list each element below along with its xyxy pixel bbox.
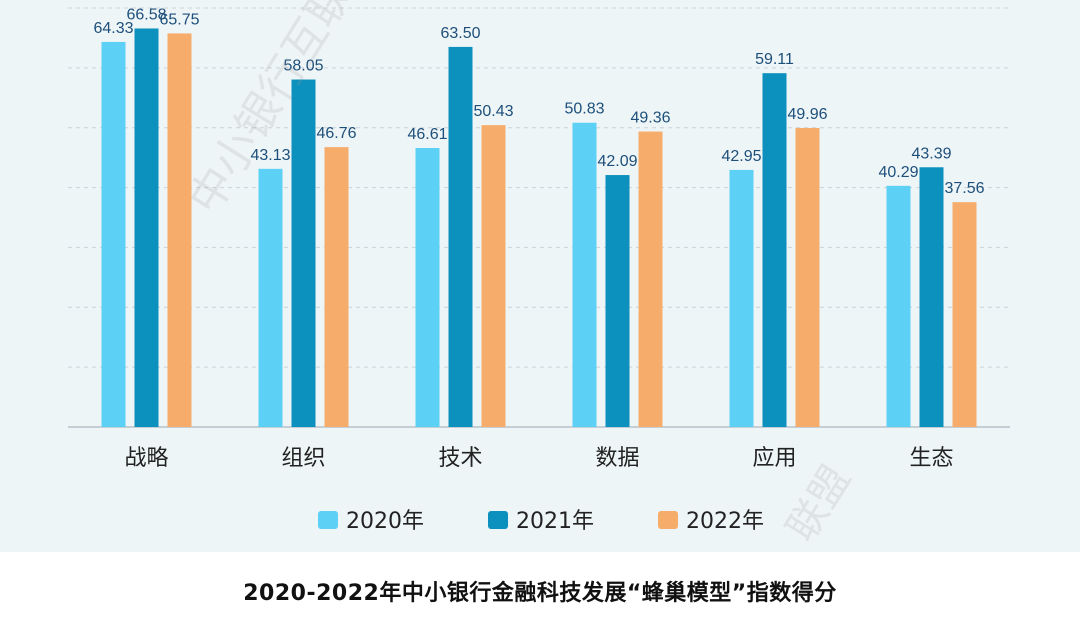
data-label-5-1: 43.39 xyxy=(911,145,951,162)
x-tick-label: 战略 xyxy=(124,446,168,471)
bar-2-0 xyxy=(415,148,440,427)
x-tick-label: 数据 xyxy=(595,446,639,471)
bar-3-0 xyxy=(572,122,597,427)
x-tick-label: 应用 xyxy=(752,446,796,471)
bar-4-2 xyxy=(795,127,820,428)
data-label-0-2: 65.75 xyxy=(159,11,199,28)
data-label-3-1: 42.09 xyxy=(597,153,637,170)
bar-5-1 xyxy=(919,167,944,428)
data-label-2-1: 63.50 xyxy=(440,25,480,42)
data-label-4-0: 42.95 xyxy=(721,148,761,165)
x-tick-label: 组织 xyxy=(281,446,325,471)
bar-4-0 xyxy=(729,169,754,427)
bar-1-2 xyxy=(324,147,349,427)
bar-1-0 xyxy=(258,168,283,428)
bar-2-1 xyxy=(448,46,473,428)
bar-0-1 xyxy=(134,28,159,428)
data-label-0-0: 64.33 xyxy=(93,20,133,37)
legend-label-1: 2021年 xyxy=(516,509,594,534)
chart-title-text: 2020-2022年中小银行金融科技发展“蜂巢模型”指数得分 xyxy=(243,581,837,606)
data-label-4-2: 49.96 xyxy=(787,106,827,123)
legend-swatch-0 xyxy=(318,511,338,529)
data-label-5-0: 40.29 xyxy=(878,164,918,181)
bar-1-1 xyxy=(291,79,316,427)
bar-4-1 xyxy=(762,73,787,428)
bar-5-0 xyxy=(886,185,911,427)
data-label-2-0: 46.61 xyxy=(407,126,447,143)
data-label-1-0: 43.13 xyxy=(250,147,290,164)
bar-0-0 xyxy=(101,41,126,428)
data-label-5-2: 37.56 xyxy=(944,180,984,197)
chart-title: 2020-2022年中小银行金融科技发展“蜂巢模型”指数得分 xyxy=(0,552,1080,630)
data-label-1-1: 58.05 xyxy=(283,58,323,75)
x-tick-label: 生态 xyxy=(909,446,953,471)
data-label-1-2: 46.76 xyxy=(316,125,356,142)
chart-panel: 64.33 66.58 65.75 战略 43.13 58.05 46.76 组织 46.61 6… xyxy=(0,0,1080,552)
data-label-2-2: 50.43 xyxy=(473,103,513,120)
legend-label-2: 2022年 xyxy=(686,509,764,534)
data-label-4-1: 59.11 xyxy=(755,51,794,68)
bar-3-2 xyxy=(638,131,663,427)
data-label-0-1: 66.58 xyxy=(126,6,166,23)
bar-0-2 xyxy=(167,33,192,428)
bar-5-2 xyxy=(952,202,977,427)
bar-2-2 xyxy=(481,125,506,427)
x-tick-label: 技术 xyxy=(438,446,482,471)
data-label-3-0: 50.83 xyxy=(564,101,604,118)
legend-swatch-1 xyxy=(488,511,508,529)
legend-label-0: 2020年 xyxy=(346,509,424,534)
bar-3-1 xyxy=(605,175,630,427)
data-label-3-2: 49.36 xyxy=(630,110,670,127)
legend-swatch-2 xyxy=(658,511,678,529)
